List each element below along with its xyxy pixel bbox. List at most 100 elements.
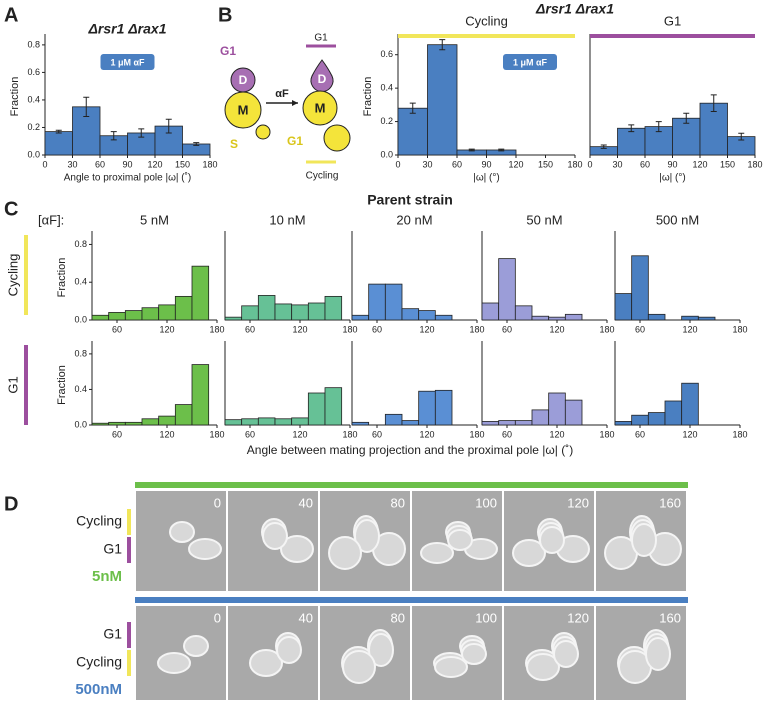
bar	[697, 316, 716, 321]
x-tick-label: 0	[42, 159, 47, 169]
badge	[503, 54, 557, 70]
cell	[328, 536, 362, 570]
bar	[672, 117, 701, 156]
x-tick-label: 0	[587, 159, 592, 169]
y-tick-label: 0.0	[27, 149, 40, 159]
x-tick-label: 120	[692, 159, 707, 169]
bar	[531, 409, 550, 426]
x-tick-label: 180	[342, 429, 357, 439]
bar	[291, 304, 309, 321]
row-label: G1	[103, 541, 122, 557]
bar	[631, 414, 649, 426]
bar	[91, 314, 110, 321]
x-tick-label: 60	[372, 429, 382, 439]
bar	[174, 295, 193, 321]
bar	[564, 399, 583, 426]
panel-letter: C	[4, 198, 18, 220]
y-tick-label: 0.6	[27, 67, 40, 77]
bar	[614, 421, 633, 426]
bar	[617, 127, 646, 156]
arrow-head	[292, 100, 298, 106]
bar	[397, 107, 428, 156]
panel-b-header: Δrsr1 Δrax1	[535, 1, 614, 17]
bar	[141, 418, 160, 426]
error-bar	[655, 121, 662, 133]
bar	[681, 382, 699, 426]
row-bar	[127, 622, 131, 648]
label: S	[230, 137, 238, 151]
cell	[645, 637, 671, 671]
error-bar	[600, 144, 607, 149]
bar	[91, 422, 110, 426]
bar	[291, 417, 309, 426]
x-tick-label: 180	[599, 429, 614, 439]
bar	[351, 421, 370, 426]
bar	[548, 316, 566, 321]
bar	[427, 44, 458, 156]
bar	[158, 415, 176, 426]
row-label: Cycling	[76, 654, 122, 670]
cell	[354, 519, 380, 553]
row-bar	[24, 345, 28, 425]
bar	[384, 283, 403, 321]
error-bar	[83, 96, 90, 117]
cell	[302, 90, 338, 126]
error-bar	[628, 124, 635, 133]
panel-letter: B	[218, 4, 232, 26]
x-tick-label: 120	[549, 324, 564, 334]
bar	[384, 413, 403, 426]
cell	[255, 124, 271, 140]
x-axis-label: |ω| (°)	[473, 173, 499, 184]
bar	[434, 314, 453, 321]
y-tick-label: 0.4	[27, 94, 40, 104]
x-tick-label: 60	[112, 429, 122, 439]
x-tick-label: 180	[209, 429, 224, 439]
cell	[280, 535, 314, 563]
bar	[351, 314, 370, 321]
row-label: Cycling	[5, 254, 20, 297]
bar	[564, 313, 583, 321]
x-tick-label: 60	[502, 429, 512, 439]
chart-title: 500 nM	[656, 212, 699, 227]
row-bar	[127, 509, 131, 535]
bar	[434, 389, 453, 426]
label: D	[318, 72, 327, 86]
cell	[224, 91, 262, 129]
row-bar	[127, 537, 131, 563]
bar	[224, 419, 243, 426]
error-bar	[138, 128, 145, 138]
time-label: 120	[567, 495, 589, 510]
y-tick-label: 0.0	[74, 314, 87, 324]
label: M	[315, 100, 326, 115]
cell	[276, 636, 302, 664]
error-bar	[683, 112, 690, 124]
x-tick-label: 150	[538, 159, 553, 169]
bar	[401, 308, 420, 321]
bar	[614, 293, 633, 321]
bar	[481, 302, 500, 321]
label: αF	[275, 88, 289, 100]
bar	[498, 420, 516, 426]
x-tick-label: 180	[599, 324, 614, 334]
label: G1	[220, 44, 236, 58]
bar	[257, 295, 276, 321]
title-bar	[398, 34, 575, 38]
x-tick-label: 120	[419, 429, 434, 439]
x-tick-label: 120	[147, 159, 162, 169]
panel-letter: D	[4, 493, 18, 515]
x-tick-label: 90	[667, 159, 677, 169]
bar	[307, 392, 326, 426]
x-tick-label: 60	[502, 324, 512, 334]
bar	[274, 418, 293, 426]
bar	[481, 421, 500, 426]
row-bar	[127, 650, 131, 676]
time-label: 160	[659, 610, 681, 625]
conc-label: 500nM	[75, 681, 122, 698]
x-axis-label: Angle between mating projection and the …	[247, 443, 573, 457]
x-tick-label: 30	[67, 159, 77, 169]
x-tick-label: 180	[747, 159, 762, 169]
bar	[191, 265, 210, 321]
error-bar	[55, 129, 62, 134]
bar	[647, 313, 666, 321]
